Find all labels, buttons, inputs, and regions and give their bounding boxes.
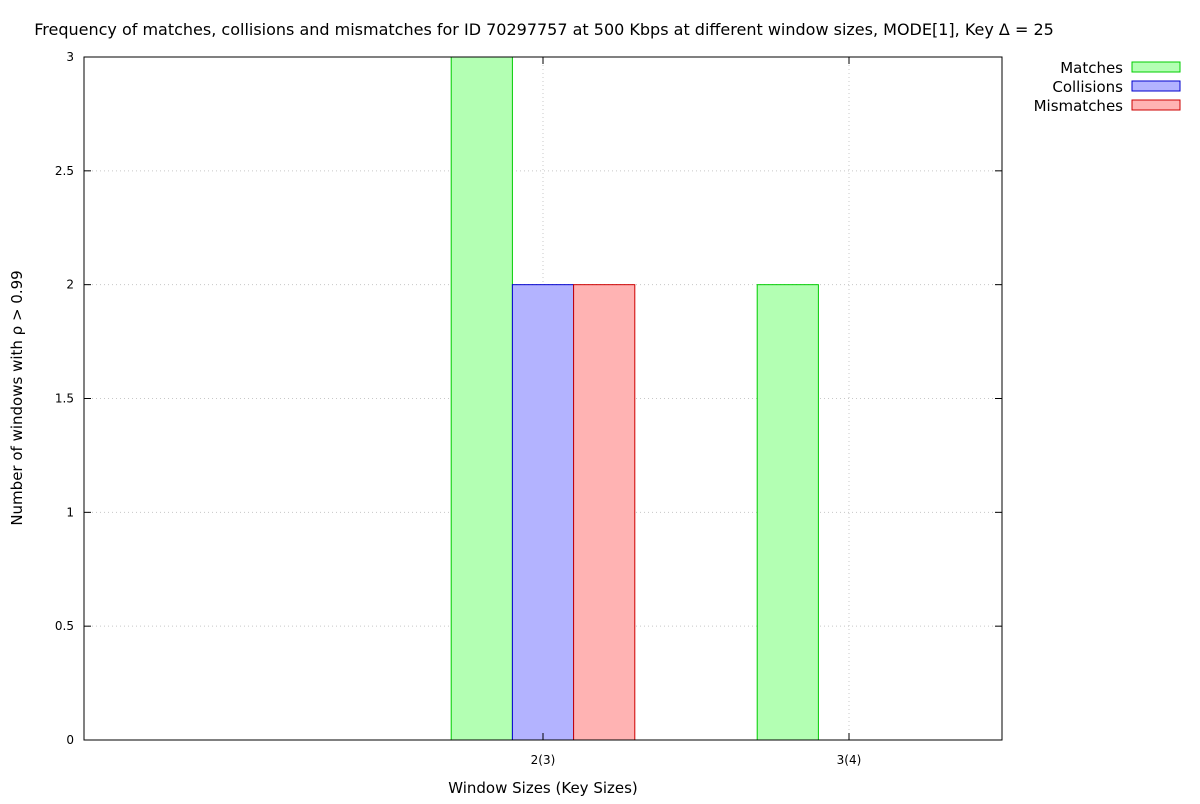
legend-swatch xyxy=(1131,61,1181,73)
x-axis-label: Window Sizes (Key Sizes) xyxy=(448,779,638,797)
y-tick-label: 0 xyxy=(66,733,74,747)
bars xyxy=(450,56,819,741)
legend-label: Collisions xyxy=(1052,78,1123,96)
x-tick-label: 2(3) xyxy=(531,753,556,767)
bar-matches-3(4) xyxy=(756,284,819,741)
legend-swatch xyxy=(1131,80,1181,92)
chart-title: Frequency of matches, collisions and mis… xyxy=(34,20,1054,39)
legend-label: Matches xyxy=(1060,59,1123,77)
bar-collisions-2(3) xyxy=(511,284,575,741)
bar-mismatches-2(3) xyxy=(573,284,636,741)
legend-label: Mismatches xyxy=(1034,97,1124,115)
y-tick-label: 1 xyxy=(66,505,74,519)
y-axis-label: Number of windows with ρ > 0.99 xyxy=(8,270,26,525)
y-tick-label: 2.5 xyxy=(55,164,74,178)
y-tick-label: 0.5 xyxy=(55,619,74,633)
y-tick-label: 3 xyxy=(66,50,74,64)
y-tick-label: 2 xyxy=(66,278,74,292)
legend-swatch xyxy=(1131,99,1181,111)
axis-ticks: 0 0.5 1 1.5 2 2.5 3 2(3) 3(4) xyxy=(55,50,1002,767)
x-tick-label: 3(4) xyxy=(837,753,862,767)
bar-matches-2(3) xyxy=(450,56,513,741)
y-tick-label: 1.5 xyxy=(55,392,74,406)
grid-lines xyxy=(84,57,1002,740)
